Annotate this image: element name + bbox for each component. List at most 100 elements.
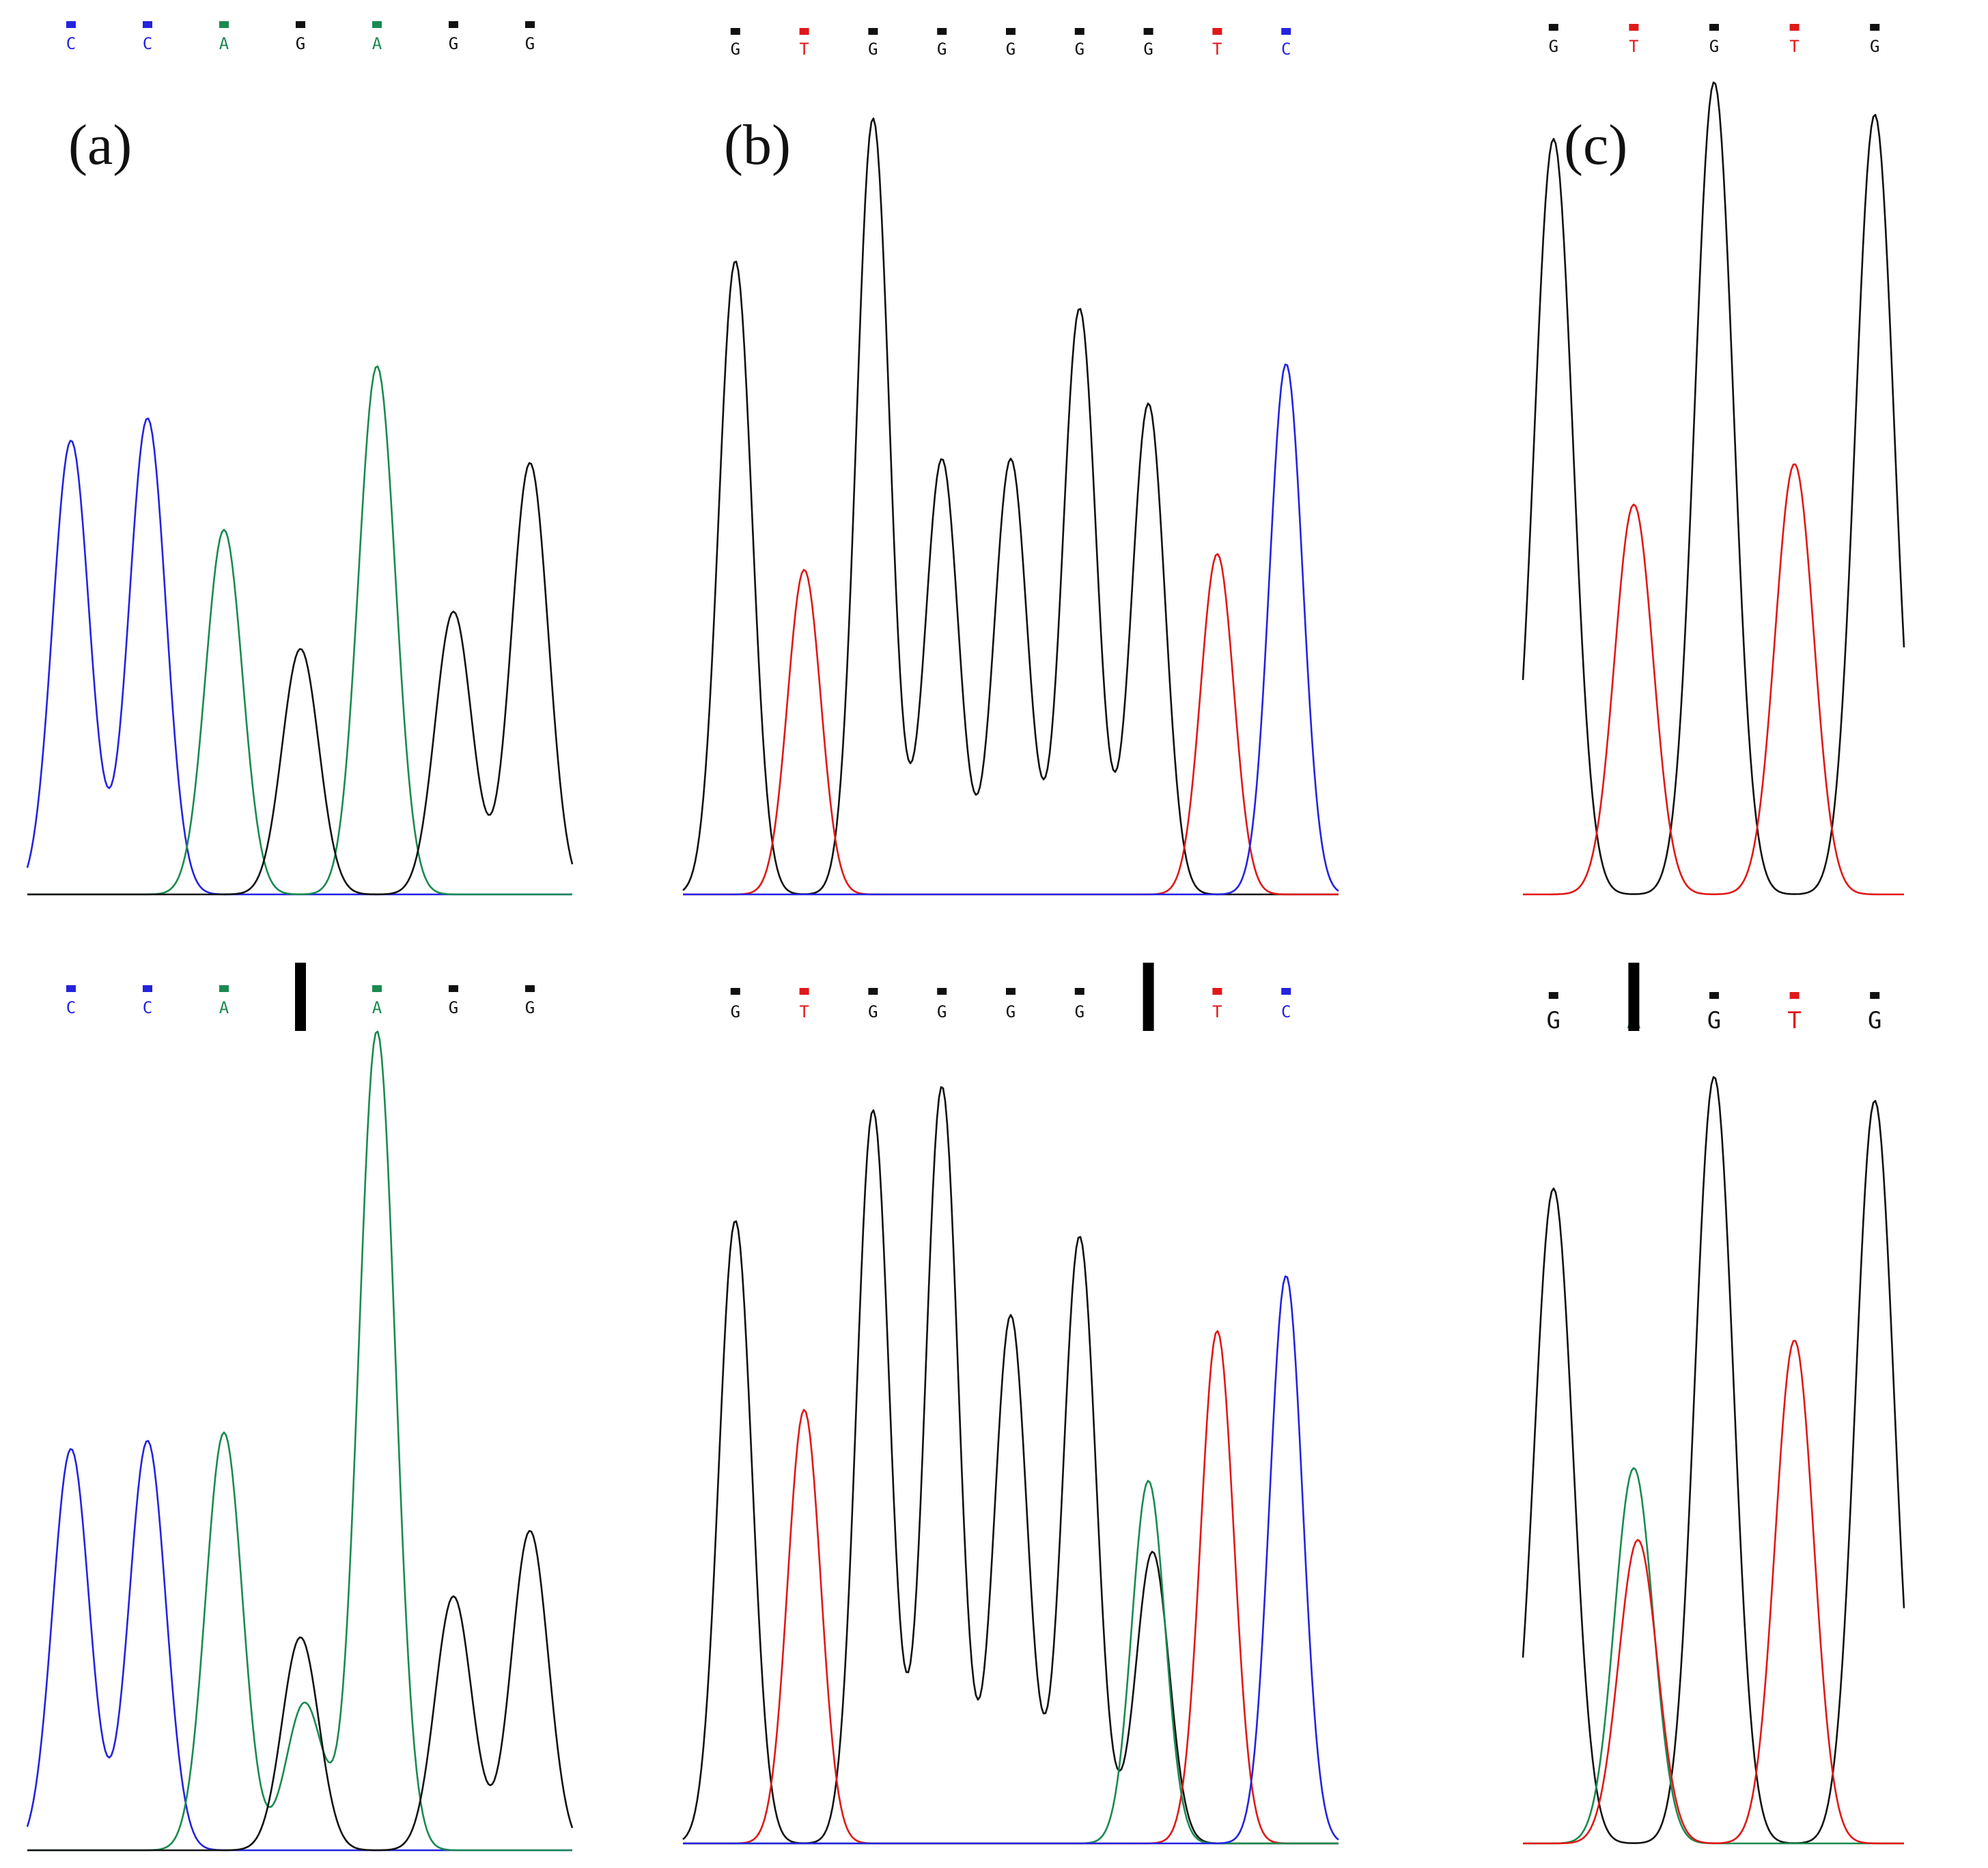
base-call-marker	[868, 28, 878, 35]
trace-A	[1523, 1467, 1904, 1845]
trace-C	[683, 363, 1339, 896]
trace-G	[682, 1086, 1339, 1845]
base-call-marker	[730, 28, 740, 35]
base-call-marker	[1212, 28, 1222, 35]
base-call-label: G	[1075, 1002, 1084, 1021]
down-arrow-icon	[295, 963, 306, 1031]
base-call-marker	[1074, 988, 1084, 995]
base-call-label: G	[937, 40, 947, 59]
trace-C	[26, 1440, 572, 1852]
base-call-label: G	[937, 1002, 947, 1021]
base-call-label: T	[1212, 40, 1222, 59]
base-call-label: T	[1789, 37, 1799, 56]
base-call-label: G	[1006, 1002, 1016, 1021]
trace-T	[1523, 1340, 1904, 1845]
base-call-label: G	[1547, 1007, 1560, 1034]
base-call-marker	[449, 985, 458, 992]
base-call-marker	[1789, 992, 1800, 999]
base-call-label: G	[1143, 40, 1153, 59]
trace-A	[683, 1480, 1339, 1845]
base-call-marker	[1870, 24, 1880, 31]
base-call-label: G	[731, 1002, 740, 1021]
base-call-marker	[1143, 28, 1153, 35]
trace-C	[26, 417, 572, 896]
chromatogram-svg: GTGGGGATC	[682, 963, 1339, 1845]
panel-a-wild-type: C C A G A G G (a)	[26, 0, 574, 901]
base-call-marker	[799, 988, 809, 995]
panel-c-mutant: GAGTG	[1522, 963, 1905, 1868]
base-call-marker	[1281, 988, 1291, 995]
base-call-marker	[1789, 24, 1800, 31]
base-call-label: C	[143, 34, 152, 53]
base-call-label: C	[1281, 1002, 1291, 1021]
base-call-label: A	[219, 34, 229, 53]
base-call-label: T	[1212, 1002, 1222, 1021]
base-call-label: G	[1868, 1007, 1881, 1034]
base-call-label: G	[449, 34, 458, 53]
base-call-marker	[372, 21, 382, 28]
base-call-label: G	[1870, 37, 1879, 56]
base-call-marker	[868, 988, 878, 995]
base-call-marker	[143, 21, 152, 28]
base-call-label: T	[799, 1002, 809, 1021]
base-call-marker	[730, 988, 740, 995]
base-call-marker	[1548, 24, 1558, 31]
trace-G	[1522, 1076, 1905, 1844]
base-call-marker	[525, 985, 535, 992]
down-arrow-icon	[1143, 963, 1154, 1031]
chromatogram-svg: G T G T G (c)	[1522, 24, 1905, 896]
base-call-marker	[525, 21, 535, 28]
base-call-marker	[1709, 24, 1719, 31]
base-call-marker	[1006, 988, 1016, 995]
base-call-label: G	[868, 1002, 878, 1021]
base-call-marker	[1212, 988, 1222, 995]
base-call-label: T	[1629, 37, 1638, 56]
base-call-marker	[66, 21, 76, 28]
trace-G	[27, 462, 574, 896]
chromatogram-svg: G T G G G G G T C (b)	[682, 28, 1339, 896]
base-call-label: T	[1787, 1007, 1801, 1034]
base-call-marker	[1281, 28, 1291, 35]
base-call-marker	[1709, 992, 1719, 999]
base-call-marker	[296, 21, 305, 28]
panel-c-wild-type: G T G T G (c)	[1522, 0, 1905, 901]
base-call-marker	[372, 985, 382, 992]
base-call-marker	[1870, 992, 1880, 999]
base-call-label: G	[1707, 1007, 1721, 1034]
base-call-marker	[799, 28, 809, 35]
base-call-marker	[219, 21, 229, 28]
panel-b-wild-type: G T G G G G G T C (b)	[682, 0, 1339, 901]
base-call-marker	[1548, 992, 1558, 999]
base-call-label: C	[66, 34, 76, 53]
base-call-label: G	[731, 40, 740, 59]
base-call-label: C	[1281, 40, 1291, 59]
chromatogram-svg: C C A G A G G (a)	[26, 21, 574, 896]
base-call-label: A	[219, 998, 229, 1017]
base-call-marker	[1006, 28, 1016, 35]
trace-G	[682, 117, 1339, 896]
base-call-marker	[937, 988, 947, 995]
trace-T	[1523, 463, 1904, 896]
base-call-label: G	[1075, 40, 1084, 59]
base-call-marker	[937, 28, 947, 35]
panel-label: (c)	[1564, 113, 1627, 177]
base-call-label: A	[372, 998, 382, 1017]
trace-T	[683, 1330, 1339, 1845]
trace-C	[683, 1275, 1339, 1845]
base-call-marker	[1074, 28, 1084, 35]
base-call-marker	[66, 985, 76, 992]
base-call-marker	[1629, 24, 1639, 31]
base-call-label: G	[296, 34, 305, 53]
base-call-label: C	[143, 998, 152, 1017]
base-call-label: G	[525, 998, 535, 1017]
base-call-label: T	[799, 40, 809, 59]
trace-G	[1522, 81, 1905, 895]
base-call-label: G	[868, 40, 878, 59]
base-call-marker	[219, 985, 229, 992]
base-call-label: A	[372, 34, 382, 53]
base-call-label: G	[525, 34, 535, 53]
down-arrow-icon	[1628, 963, 1640, 1031]
base-call-label: G	[1549, 37, 1558, 56]
trace-G	[27, 1530, 574, 1852]
panel-b-mutant: GTGGGGATC	[682, 963, 1339, 1868]
